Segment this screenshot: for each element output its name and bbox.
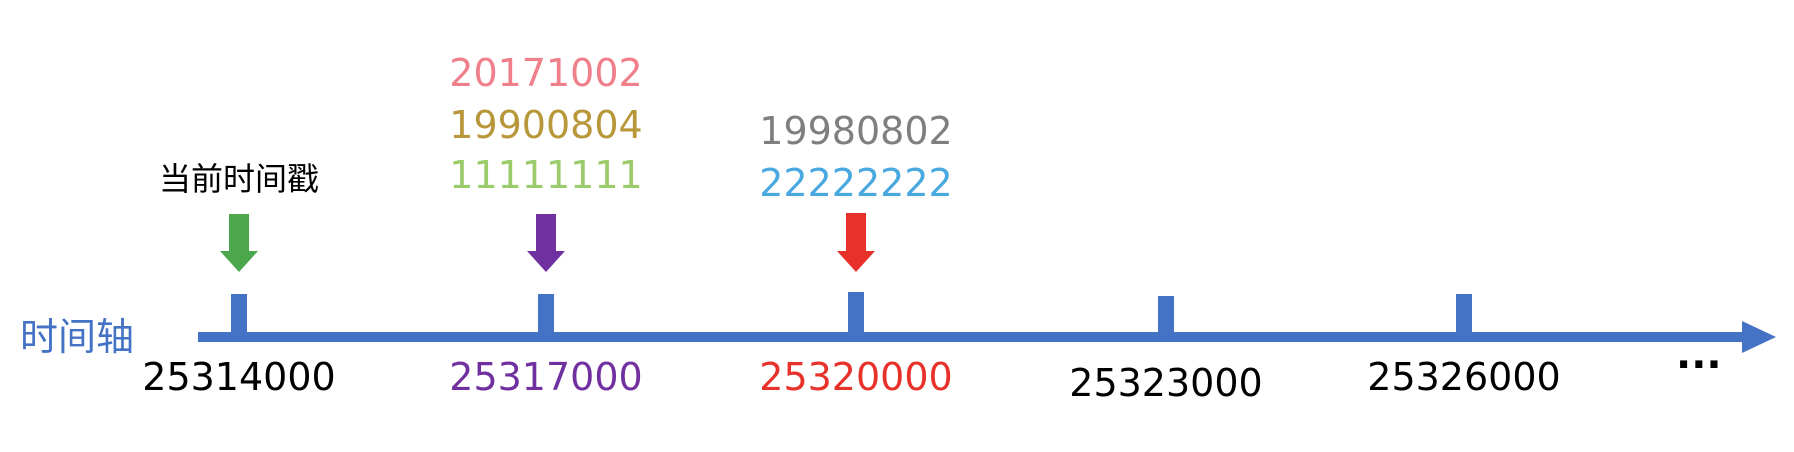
tick-mark xyxy=(231,294,247,337)
tick-label: 25314000 xyxy=(142,355,335,399)
marker-arrow-head xyxy=(220,251,258,272)
axis-ellipsis: ··· xyxy=(1676,342,1722,388)
tick-mark xyxy=(848,292,864,337)
tick-label: 25320000 xyxy=(759,355,952,399)
tick-mark xyxy=(538,294,554,337)
marker-label: 当前时间戳 xyxy=(159,160,319,198)
tick-label: 25326000 xyxy=(1367,355,1560,399)
axis-label: 时间轴 xyxy=(20,315,134,359)
marker-arrow-head xyxy=(837,251,875,272)
marker-label: 22222222 xyxy=(759,161,952,205)
tick-mark xyxy=(1456,294,1472,337)
ticks-layer: 25314000 25317000 25320000 25323000 25326000 xyxy=(142,292,1561,405)
marker-label: 19900804 xyxy=(449,103,642,147)
marker-arrow-head xyxy=(527,251,565,272)
marker-arrow-shaft xyxy=(846,213,866,252)
tick-label: 25323000 xyxy=(1069,361,1262,405)
marker-arrow-shaft xyxy=(229,214,249,252)
tick-mark xyxy=(1158,296,1174,337)
markers-layer: 当前时间戳 20171002 19900804 11111111 19980802 222… xyxy=(159,51,953,272)
marker-label: 20171002 xyxy=(449,51,642,95)
marker-label: 19980802 xyxy=(759,109,952,153)
marker-label: 11111111 xyxy=(449,153,642,197)
marker-arrow-shaft xyxy=(536,214,556,252)
axis-arrowhead xyxy=(1742,321,1776,353)
tick-label: 25317000 xyxy=(449,355,642,399)
